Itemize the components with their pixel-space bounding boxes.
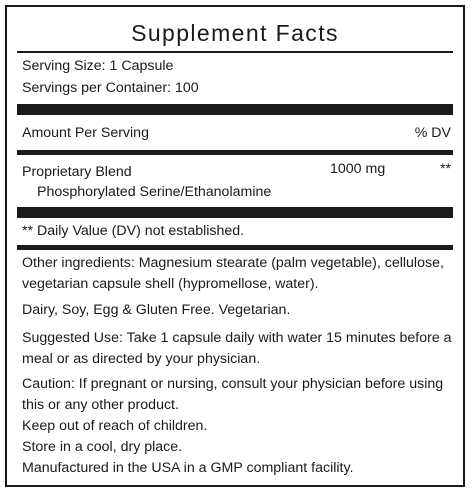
ingredient-sub: Phosphorylated Serine/Ethanolamine: [37, 184, 272, 200]
keep-out-of-reach: Keep out of reach of children.: [22, 418, 208, 434]
divider-medium: [17, 245, 453, 250]
serving-size: Serving Size: 1 Capsule: [22, 58, 174, 74]
storage-statement: Store in a cool, dry place.: [22, 439, 183, 455]
ingredient-dv: **: [439, 161, 451, 177]
divider-thin: [17, 51, 453, 53]
manufacturing-statement: Manufactured in the USA in a GMP complia…: [22, 460, 354, 476]
supplement-facts-panel: Supplement Facts Serving Size: 1 Capsule…: [5, 5, 465, 487]
ingredient-name: Proprietary Blend: [22, 164, 132, 180]
other-ingredients: Other ingredients: Magnesium stearate (p…: [22, 255, 444, 292]
dv-footnote: ** Daily Value (DV) not established.: [22, 223, 245, 239]
suggested-use: Suggested Use: Take 1 capsule daily with…: [22, 330, 452, 367]
amount-per-serving-header: Amount Per Serving: [22, 125, 149, 141]
divider-medium: [17, 150, 453, 155]
divider-thick: [17, 104, 453, 115]
caution-statement: Caution: If pregnant or nursing, consult…: [22, 376, 444, 413]
ingredient-amount: 1000 mg: [330, 161, 386, 177]
dv-header: % DV: [414, 125, 451, 141]
allergen-statement: Dairy, Soy, Egg & Gluten Free. Vegetaria…: [22, 302, 291, 318]
divider-thick: [17, 207, 453, 218]
servings-per-container: Servings per Container: 100: [22, 80, 199, 96]
panel-title: Supplement Facts: [131, 20, 339, 46]
